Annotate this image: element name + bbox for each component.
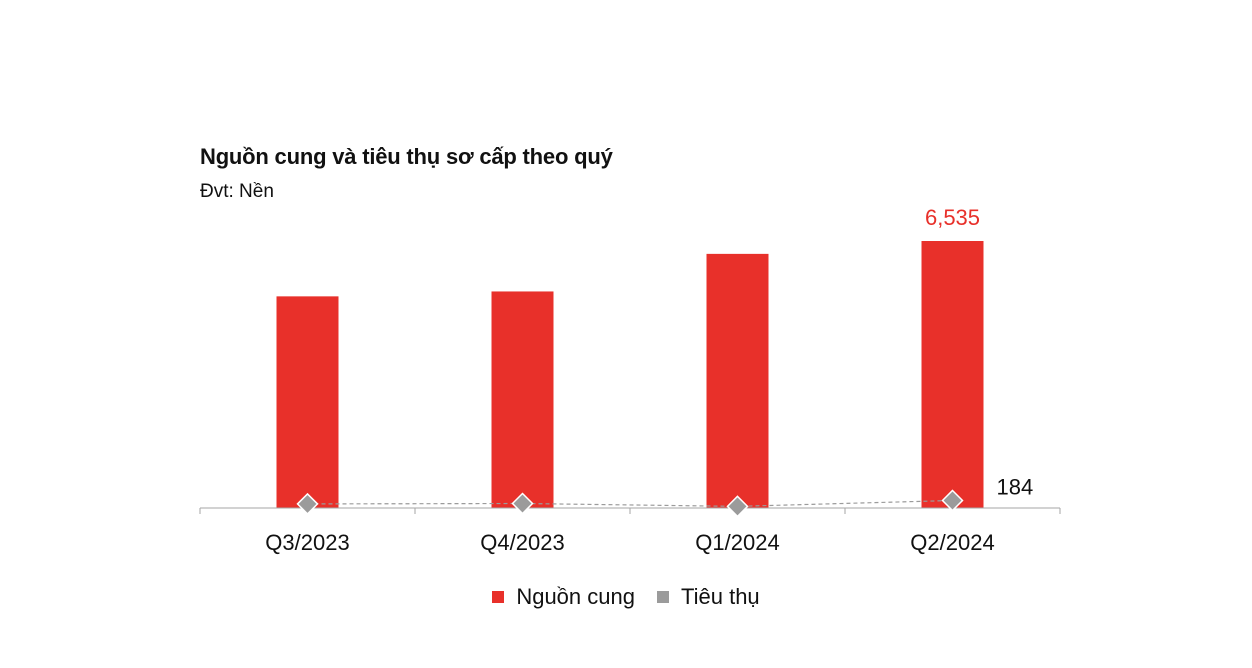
legend-swatch-consumption (656, 591, 669, 603)
bar-supply (491, 291, 554, 508)
legend-label-consumption: Tiêu thụ (680, 584, 760, 609)
chart-title: Nguồn cung và tiêu thụ sơ cấp theo quý (200, 144, 613, 169)
point-consumption (296, 492, 319, 515)
point-consumption (511, 492, 534, 515)
chart-legend: Nguồn cung Tiêu thụ (0, 584, 1252, 610)
x-tick-label: Q2/2024 (910, 530, 994, 555)
legend-item-consumption: Tiêu thụ (656, 584, 760, 610)
x-tick-label: Q3/2023 (265, 530, 349, 555)
line-consumption (307, 499, 953, 507)
chart-subtitle: Đvt: Nền (200, 181, 274, 202)
legend-label-supply: Nguồn cung (516, 584, 635, 609)
bar-supply (921, 241, 984, 508)
legend-swatch-supply (492, 591, 505, 603)
point-consumption (941, 489, 964, 512)
x-tick-label: Q1/2024 (695, 530, 779, 555)
legend-item-supply: Nguồn cung (492, 584, 635, 610)
point-consumption (726, 495, 749, 518)
data-label-consumption: 184 (997, 474, 1034, 499)
bar-supply (276, 296, 339, 508)
bar-supply (706, 253, 769, 508)
data-label-supply: 6,535 (925, 205, 980, 230)
x-tick-label: Q4/2023 (480, 530, 564, 555)
